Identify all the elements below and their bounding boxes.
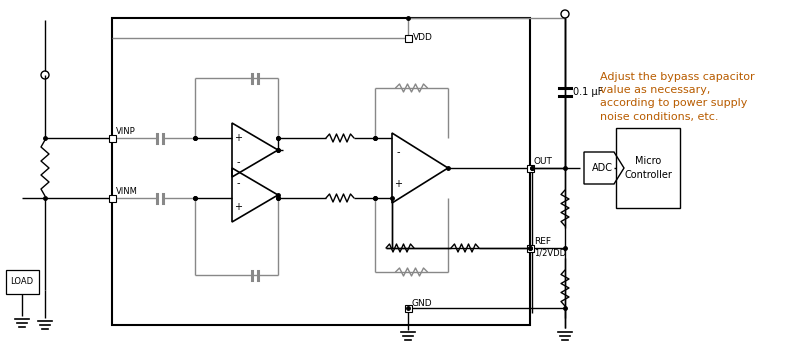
- Bar: [405, 305, 411, 311]
- Text: VINM: VINM: [116, 187, 138, 197]
- Bar: [112, 18, 530, 325]
- Text: LOAD: LOAD: [10, 278, 34, 286]
- Text: -: -: [236, 178, 240, 188]
- Text: VDD: VDD: [413, 33, 433, 42]
- Text: ADC: ADC: [591, 163, 613, 173]
- Text: REF: REF: [534, 238, 551, 246]
- Text: -: -: [236, 157, 240, 167]
- Text: +: +: [394, 179, 402, 189]
- Bar: [616, 128, 680, 208]
- Text: Controller: Controller: [624, 170, 672, 180]
- Text: 0.1 μF: 0.1 μF: [573, 87, 603, 97]
- Bar: [526, 245, 534, 252]
- Text: Adjust the bypass capacitor
value as necessary,
according to power supply
noise : Adjust the bypass capacitor value as nec…: [600, 72, 754, 121]
- Bar: [6, 270, 38, 294]
- Bar: [109, 134, 115, 141]
- Text: +: +: [234, 202, 242, 212]
- Text: 1/2VDD: 1/2VDD: [534, 249, 566, 258]
- Text: OUT: OUT: [534, 158, 553, 166]
- Text: Micro: Micro: [635, 156, 661, 166]
- Text: GND: GND: [412, 299, 433, 309]
- Bar: [109, 194, 115, 201]
- Bar: [526, 165, 534, 172]
- Text: +: +: [234, 133, 242, 143]
- Text: VINP: VINP: [116, 127, 136, 137]
- Bar: [405, 34, 411, 41]
- Text: -: -: [396, 147, 400, 157]
